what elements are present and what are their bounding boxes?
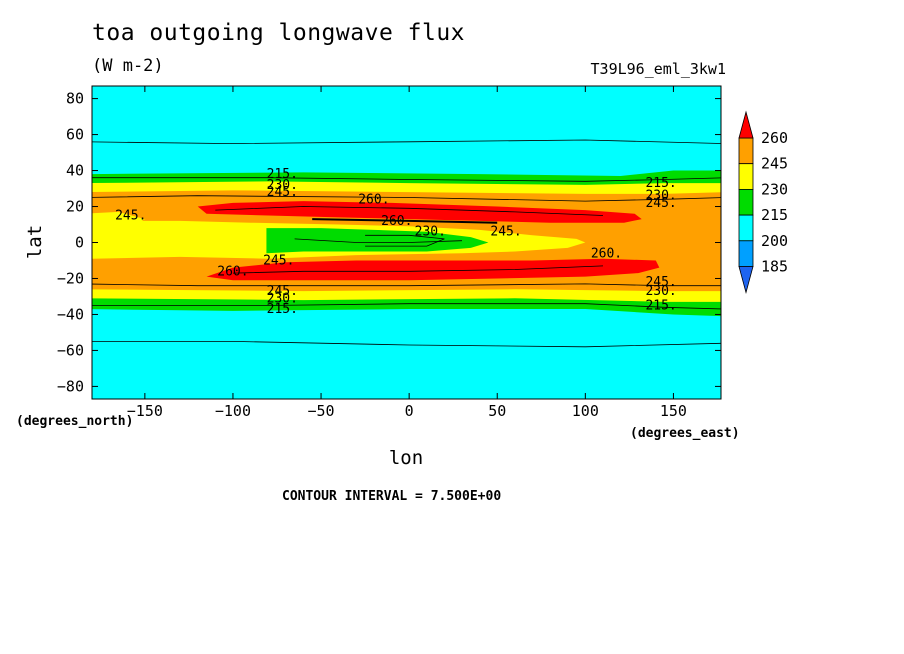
y-axis-units: (degrees_north) [16, 414, 134, 429]
chart-title: toa outgoing longwave flux [92, 20, 466, 46]
chart-units: (W m-2) [92, 56, 164, 76]
run-id: T39L96_eml_3kw1 [590, 60, 726, 78]
contour-line-inner-green [365, 234, 445, 247]
colorbar-segment-1 [738, 163, 754, 190]
x-tick-label-2: −50 [308, 402, 335, 420]
contour-label-2: 245. [267, 185, 298, 200]
contour-label-13: 245. [645, 196, 676, 211]
x-tick-label-1: −100 [215, 402, 251, 420]
colorbar-label-0: 260 [761, 129, 788, 147]
contour-line-equator [294, 238, 463, 243]
colorbar-label-5: 185 [761, 258, 788, 276]
x-tick-label-4: 50 [488, 402, 506, 420]
contour-label-8: 260. [591, 246, 622, 261]
contour-label-5: 260. [381, 214, 412, 229]
x-tick-label-6: 150 [660, 402, 687, 420]
y-tick-label-4: 0 [75, 234, 84, 252]
fill-above-260-south [206, 258, 660, 281]
colorbar-upper-arrow [738, 110, 754, 139]
contour-line-222-north [92, 177, 721, 182]
y-tick-label-0: 80 [66, 90, 84, 108]
x-tick-label-0: −150 [127, 402, 163, 420]
contour-label-3: 260. [358, 192, 389, 207]
colorbar-label-3: 215 [761, 206, 788, 224]
colorbar-label-1: 245 [761, 155, 788, 173]
contour-label-18: 230. [645, 284, 676, 299]
y-tick-label-3: 20 [66, 198, 84, 216]
contour-label-15: 230. [267, 291, 298, 306]
contour-fill-layer [92, 86, 721, 399]
y-tick-label-8: −80 [57, 377, 84, 395]
contour-line-267-south [232, 265, 604, 274]
colorbar-segment-2 [738, 188, 754, 216]
x-axis-units: (degrees_east) [630, 426, 740, 441]
contour-label-4: 245. [115, 209, 146, 224]
contour-label-9: 245. [263, 253, 294, 268]
contour-interval-note: CONTOUR INTERVAL = 7.500E+00 [282, 489, 502, 504]
contour-label-17: 245. [645, 275, 676, 290]
x-axis-label: lon [389, 447, 423, 469]
x-tick-label-3: 0 [405, 402, 414, 420]
contour-label-19: 215. [645, 298, 676, 313]
contour-line-222-south [92, 303, 721, 310]
contour-line-252-north [92, 195, 721, 202]
y-tick-label-5: −20 [57, 269, 84, 287]
contour-line-252-south [92, 283, 721, 287]
colorbar-segment-4 [738, 240, 754, 267]
y-tick-label-1: 60 [66, 126, 84, 144]
fill-230-245-west [92, 211, 145, 232]
contour-label-14: 245. [267, 284, 298, 299]
contour-label-12: 230. [645, 189, 676, 204]
y-tick-label-2: 40 [66, 162, 84, 180]
contour-label-0: 215. [267, 167, 298, 182]
contour-line-207-south [92, 341, 721, 348]
colorbar-label-2: 230 [761, 180, 788, 198]
fill-215-230-equatorial [266, 228, 489, 254]
colorbar-segment-3 [738, 214, 754, 242]
y-tick-label-6: −40 [57, 305, 84, 323]
y-axis-label: lat [24, 225, 46, 259]
contour-label-1: 230. [267, 178, 298, 193]
contour-label-7: 245. [490, 225, 521, 240]
colorbar-lower-arrow [738, 266, 754, 295]
x-tick-label-5: 100 [572, 402, 599, 420]
colorbar-segment-0 [738, 137, 754, 165]
colorbar-label-4: 200 [761, 232, 788, 250]
contour-label-6: 230. [415, 225, 446, 240]
contour-line-equatorial-strip [312, 218, 498, 224]
contour-label-16: 215. [267, 302, 298, 317]
contour-line-207-north [92, 139, 721, 145]
y-tick-label-7: −60 [57, 341, 84, 359]
contour-line-267-north [215, 206, 604, 216]
contour-label-11: 215. [645, 176, 676, 191]
contour-label-10: 260. [217, 264, 248, 279]
